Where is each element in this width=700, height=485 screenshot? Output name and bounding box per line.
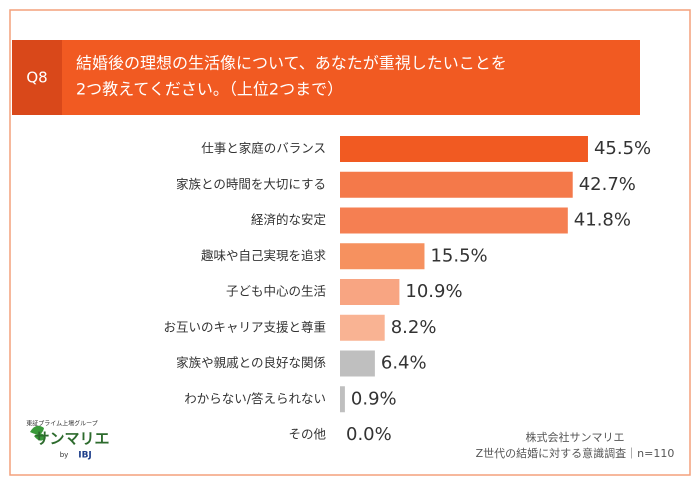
question-box: [12, 40, 62, 115]
logo-name: サンマリエ: [34, 430, 109, 448]
chart-title: 結婚後の理想の生活像について、あなたが重視したいことを: [76, 54, 507, 73]
value-label: 8.2%: [391, 317, 437, 338]
source: Z世代の結婚に対する意識調査｜n=110: [476, 446, 675, 460]
bar: [340, 386, 345, 413]
source: 株式会社サンマリエ: [526, 430, 625, 444]
value-label: 15.5%: [430, 245, 487, 266]
title-band: [62, 40, 640, 115]
value-label: 0.0%: [346, 424, 392, 445]
category-label: 家族や親戚との良好な関係: [176, 355, 326, 370]
category-label: お互いのキャリア支援と尊重: [163, 319, 326, 334]
value-label: 45.5%: [594, 138, 651, 159]
value-label: 42.7%: [579, 174, 636, 195]
value-label: 0.9%: [351, 388, 397, 409]
category-label: その他: [288, 427, 326, 442]
bar: [340, 171, 573, 198]
bar: [340, 243, 425, 270]
logo-icon: [30, 425, 46, 441]
category-label: 家族との時間を大切にする: [176, 176, 326, 191]
logo-group: 東証プライム上場グループ: [26, 420, 98, 428]
value-label: 41.8%: [574, 210, 631, 231]
value-label: 10.9%: [405, 281, 462, 302]
bar: [340, 314, 385, 341]
bar: [340, 350, 375, 377]
category-label: 経済的な安定: [251, 212, 326, 227]
bar: [340, 136, 588, 162]
question-label: Q8: [26, 69, 47, 87]
logo-brand: IBJ: [78, 451, 92, 461]
bar: [340, 207, 568, 234]
chart-title: 2つ教えてください。（上位2つまで）: [76, 80, 343, 99]
category-label: 仕事と家庭のバランス: [201, 141, 326, 156]
logo-by: by: [60, 451, 69, 459]
bar: [340, 279, 400, 305]
category-label: 子ども中心の生活: [226, 284, 326, 299]
value-label: 6.4%: [381, 353, 427, 374]
category-label: 趣味や自己実現を追求: [201, 248, 327, 263]
category-label: わからない/答えられない: [184, 391, 326, 406]
